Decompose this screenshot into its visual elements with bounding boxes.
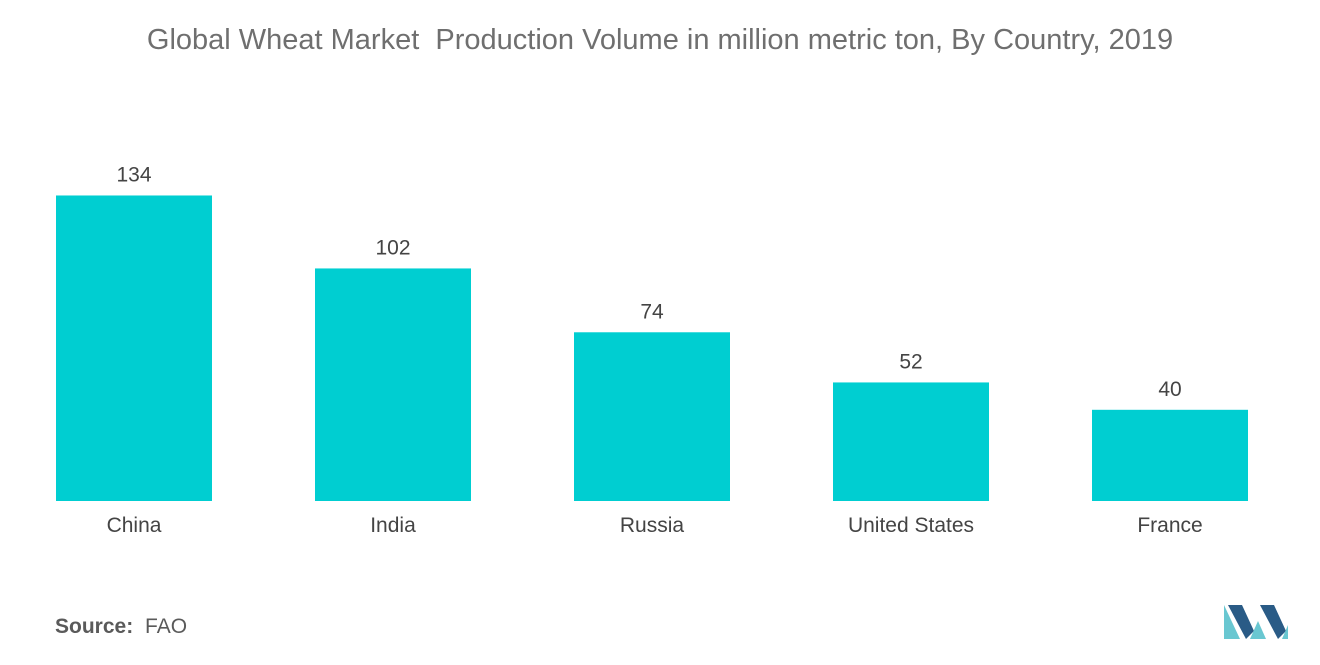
value-label: 52 bbox=[899, 350, 922, 373]
category-label: France bbox=[1137, 514, 1202, 537]
category-label: India bbox=[370, 514, 416, 537]
value-label: 40 bbox=[1158, 378, 1181, 401]
bar-india bbox=[315, 268, 471, 501]
bar-united-states bbox=[833, 382, 989, 501]
source-value: FAO bbox=[145, 615, 188, 638]
value-label: 102 bbox=[375, 236, 410, 259]
bar-chart: 134 China 102 India 74 Russia 52 United States 4… bbox=[56, 163, 1248, 537]
chart-title: Global Wheat Market Production Volume in… bbox=[146, 24, 1174, 56]
mordor-intelligence-logo-icon bbox=[1224, 605, 1288, 639]
category-label: China bbox=[107, 514, 162, 537]
category-label: United States bbox=[848, 514, 974, 537]
source-label: Source: bbox=[55, 615, 134, 638]
bar-russia bbox=[574, 332, 730, 501]
value-label: 74 bbox=[640, 300, 664, 323]
source-note: Source: FAO bbox=[55, 615, 187, 639]
bar-china bbox=[56, 195, 212, 502]
bar-france bbox=[1092, 409, 1248, 501]
value-label: 134 bbox=[116, 163, 151, 186]
category-label: Russia bbox=[620, 514, 685, 537]
